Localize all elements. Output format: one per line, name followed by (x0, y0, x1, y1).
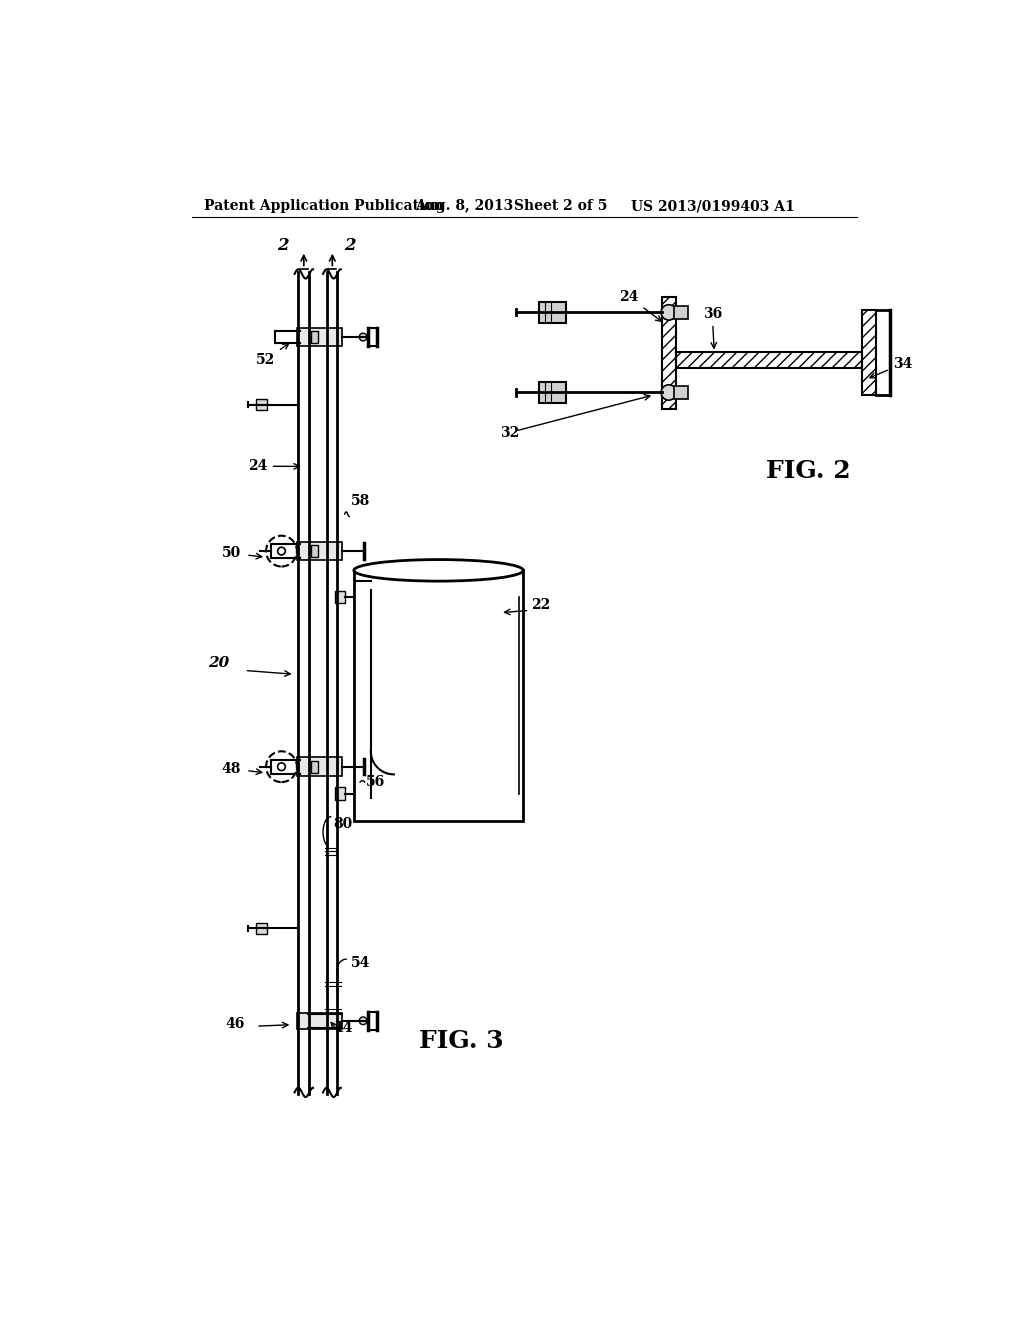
Bar (336, 591, 345, 603)
Circle shape (298, 1015, 310, 1027)
Text: 22: 22 (531, 598, 550, 612)
Text: 46: 46 (225, 1018, 245, 1031)
Text: 54: 54 (351, 956, 370, 970)
Bar (662, 297, 676, 409)
Text: 80: 80 (333, 817, 352, 832)
Circle shape (278, 548, 286, 554)
Circle shape (298, 331, 310, 343)
Text: US 2013/0199403 A1: US 2013/0199403 A1 (631, 199, 795, 213)
Circle shape (359, 1016, 367, 1024)
Bar (336, 788, 345, 800)
Bar (310, 331, 318, 343)
Text: 50: 50 (221, 546, 241, 560)
Ellipse shape (354, 560, 523, 581)
Circle shape (359, 333, 367, 341)
Circle shape (662, 385, 677, 400)
Text: 48: 48 (221, 762, 241, 776)
Circle shape (266, 751, 297, 781)
Bar (256, 400, 267, 411)
Bar (674, 387, 688, 399)
Text: Sheet 2 of 5: Sheet 2 of 5 (514, 199, 607, 213)
Text: Aug. 8, 2013: Aug. 8, 2013 (416, 199, 514, 213)
Circle shape (266, 536, 297, 566)
Text: 36: 36 (702, 306, 722, 348)
Text: 2: 2 (344, 236, 355, 253)
Text: 32: 32 (500, 426, 519, 440)
Circle shape (662, 305, 677, 321)
Bar (310, 545, 318, 557)
Bar (674, 306, 688, 318)
Bar (310, 760, 318, 774)
Bar (539, 381, 565, 404)
Text: FIG. 2: FIG. 2 (766, 459, 851, 483)
Text: 24: 24 (620, 290, 662, 321)
Bar (297, 543, 342, 561)
Text: 58: 58 (351, 494, 370, 508)
Bar (354, 570, 523, 821)
Bar (676, 352, 862, 368)
Bar (297, 1014, 342, 1028)
Bar (862, 310, 876, 395)
Text: FIG. 3: FIG. 3 (420, 1028, 504, 1053)
Text: 56: 56 (367, 775, 385, 789)
Bar (297, 327, 342, 346)
Text: 2: 2 (278, 236, 289, 253)
Text: 52: 52 (256, 343, 289, 367)
Text: 34: 34 (870, 356, 912, 378)
Bar (539, 302, 565, 323)
Bar (256, 923, 267, 933)
Circle shape (278, 763, 286, 771)
Text: Patent Application Publication: Patent Application Publication (204, 199, 443, 213)
Bar (297, 758, 342, 776)
Text: 44: 44 (333, 1022, 352, 1035)
Text: 24: 24 (249, 459, 299, 474)
Text: 20: 20 (208, 656, 229, 669)
